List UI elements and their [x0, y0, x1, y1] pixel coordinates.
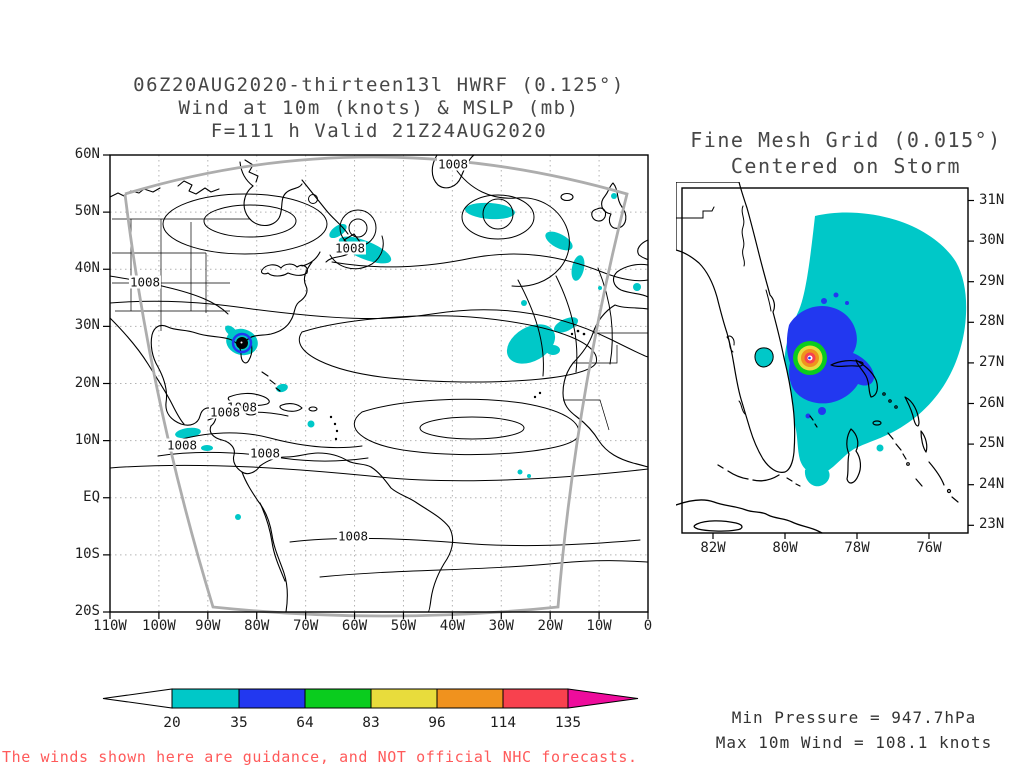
main-map-x-tick-label: 10W: [586, 618, 612, 634]
colorbar-tick-label: 35: [230, 715, 247, 731]
inset-map-x-tick-label: 76W: [916, 540, 942, 556]
inset-map-y-tick-label: 29N: [979, 272, 1005, 289]
main-map-x-tick-label: 90W: [195, 618, 221, 634]
inset-map-frame: [681, 187, 969, 534]
inset-map-y-tick-label: 28N: [979, 313, 1005, 330]
inset-map-y-tick-label: 27N: [979, 353, 1005, 370]
storm-core-rings: [793, 341, 827, 375]
florida-landmass: [676, 182, 796, 473]
main-map-y-tick-label: 10S: [74, 545, 100, 562]
hwrf-domain-boundary: [123, 155, 629, 618]
main-map-x-tick-label: 100W: [142, 618, 176, 634]
colorbar-tick-label: 20: [163, 715, 180, 731]
colorbar-segment: [238, 688, 306, 709]
inset-map-y-tick-label: 23N: [979, 516, 1005, 533]
main-map-y-tick-label: EQ: [83, 488, 100, 505]
colorbar-segment: [436, 688, 504, 709]
inset-title-line2: Centered on Storm: [730, 154, 962, 178]
main-map-y-tick-label: 10N: [74, 431, 100, 448]
min-pressure-text: Min Pressure = 947.7hPa: [731, 708, 977, 727]
main-map: [103, 154, 649, 619]
main-map-y-tick-label: 40N: [74, 260, 100, 277]
wind-speed-colorbar: 20 35 64 83 96 114 135: [95, 686, 647, 732]
keys-and-cuba-coast: [676, 464, 823, 534]
main-map-x-tick-label: 110W: [93, 618, 127, 634]
inset-borders-rivers: [676, 205, 772, 415]
storm-symbol-main: [231, 332, 253, 354]
main-map-y-tick-label: 20N: [74, 374, 100, 391]
colorbar-tick-label: 96: [428, 715, 445, 731]
main-map-tick-marks: [103, 154, 649, 619]
inset-title: Fine Mesh Grid (0.015°) Centered on Stor…: [672, 127, 1020, 179]
lake-okeechobee: [754, 347, 774, 368]
main-title-line2: Wind at 10m (knots) & MSLP (mb): [178, 97, 580, 119]
main-map-y-tick-label: 50N: [74, 203, 100, 220]
colorbar-tick-label: 83: [362, 715, 379, 731]
isobar-label: 1008: [248, 445, 282, 461]
colorbar-tick-label: 64: [296, 715, 314, 731]
main-map-x-tick-label: 40W: [439, 618, 465, 634]
colorbar-over-arrow: [567, 688, 639, 709]
main-map-x-tick-label: 70W: [292, 618, 319, 634]
main-title-line3: F=111 h Valid 21Z24AUG2020: [210, 120, 548, 142]
colorbar-tick-label: 114: [490, 715, 516, 731]
coastlines: [109, 154, 649, 613]
inset-map-y-tick-label: 24N: [979, 475, 1005, 492]
isobar-label: 1008: [333, 240, 367, 256]
inset-map-y-tick-label: 30N: [979, 232, 1005, 249]
colorbar-under-arrow: [102, 688, 173, 709]
main-map-x-tick-label: 30W: [488, 618, 514, 634]
colorbar-tick-label: 135: [555, 715, 581, 731]
inset-map-tick-marks: [712, 199, 974, 539]
main-map-x-tick-label: 20W: [537, 618, 563, 634]
colorbar-segment: [304, 688, 372, 709]
colorbar-segment: [502, 688, 569, 709]
isobar-contours: [109, 167, 649, 578]
bahamas-islands: [786, 359, 959, 503]
inset-title-line1: Fine Mesh Grid (0.015°): [690, 128, 1002, 152]
isobar-label: 1008: [436, 156, 470, 172]
colorbar-segment: [370, 688, 438, 709]
inset-map-y-tick-label: 26N: [979, 394, 1005, 411]
main-map-x-tick-label: 80W: [244, 618, 270, 634]
inset-wind-shading: [744, 212, 967, 487]
small-island-dots: [329, 329, 586, 441]
inset-map-y-tick-label: 31N: [979, 191, 1005, 208]
nhc-disclaimer: The winds shown here are guidance, and N…: [2, 748, 638, 766]
political-borders: [112, 218, 648, 431]
main-map-y-tick-label: 20S: [74, 603, 100, 619]
colorbar-segment: [171, 688, 240, 709]
storm-stats: Min Pressure = 947.7hPa Max 10m Wind = 1…: [684, 705, 1024, 755]
main-map-y-tick-label: 30N: [74, 317, 100, 334]
main-map-y-tick-label: 60N: [74, 146, 100, 162]
max-wind-text: Max 10m Wind = 108.1 knots: [715, 733, 993, 752]
main-map-x-tick-label: 0: [643, 618, 653, 634]
main-wind-shading: [175, 193, 641, 520]
main-map-x-tick-label: 50W: [390, 618, 417, 634]
isobar-label: 1008: [336, 528, 370, 544]
main-map-x-tick-label: 60W: [341, 618, 368, 634]
inset-map-y-tick-label: 25N: [979, 435, 1005, 452]
inset-map-x-tick-label: 82W: [700, 540, 726, 556]
main-title-line1: 06Z20AUG2020-thirteen13l HWRF (0.125°): [133, 74, 625, 96]
inset-map-x-tick-label: 80W: [772, 540, 798, 556]
inset-map: [676, 182, 974, 539]
colorbar-canvas: 20 35 64 83 96 114 135: [102, 688, 639, 731]
isobar-label: 1008: [165, 437, 199, 453]
inset-map-x-tick-label: 78W: [844, 540, 870, 556]
isobar-label: 1008: [128, 274, 162, 290]
main-title: 06Z20AUG2020-thirteen13l HWRF (0.125°) W…: [110, 74, 648, 143]
isobar-label: 1008: [208, 404, 242, 420]
